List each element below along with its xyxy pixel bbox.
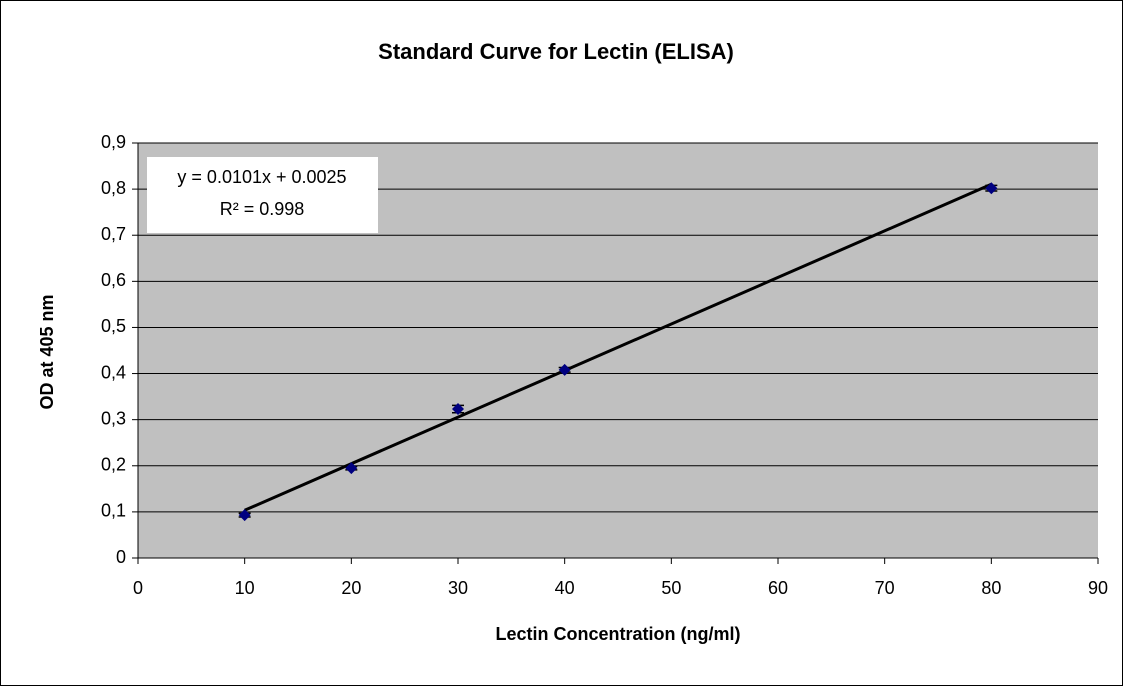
marker bbox=[238, 509, 251, 522]
x-axis-label: Lectin Concentration (ng/ml) bbox=[496, 624, 741, 644]
y-tick-label: 0,8 bbox=[101, 178, 126, 198]
marker bbox=[985, 182, 998, 195]
x-tick-label: 0 bbox=[133, 578, 143, 598]
x-tick-label: 20 bbox=[341, 578, 361, 598]
y-tick-label: 0,2 bbox=[101, 455, 126, 475]
x-tick-label: 50 bbox=[661, 578, 681, 598]
x-tick-label: 30 bbox=[448, 578, 468, 598]
x-tick-label: 60 bbox=[768, 578, 788, 598]
marker bbox=[345, 462, 358, 475]
y-tick-label: 0,7 bbox=[101, 224, 126, 244]
chart-title: Standard Curve for Lectin (ELISA) bbox=[378, 39, 734, 64]
y-tick-label: 0,6 bbox=[101, 270, 126, 290]
y-tick-label: 0,3 bbox=[101, 408, 126, 428]
y-tick-label: 0,5 bbox=[101, 316, 126, 336]
equation-box bbox=[147, 157, 378, 233]
x-tick-label: 90 bbox=[1088, 578, 1108, 598]
y-axis-label: OD at 405 nm bbox=[37, 294, 57, 409]
marker bbox=[558, 363, 571, 376]
y-tick-label: 0 bbox=[116, 547, 126, 567]
x-tick-label: 10 bbox=[235, 578, 255, 598]
trendline-r2: R² = 0.998 bbox=[220, 199, 305, 219]
x-tick-label: 80 bbox=[981, 578, 1001, 598]
x-tick-label: 70 bbox=[875, 578, 895, 598]
trendline bbox=[244, 182, 992, 512]
y-tick-label: 0,4 bbox=[101, 362, 126, 382]
y-tick-label: 0,9 bbox=[101, 132, 126, 152]
marker bbox=[452, 403, 464, 416]
y-tick-label: 0,1 bbox=[101, 501, 126, 521]
trendline-equation: y = 0.0101x + 0.0025 bbox=[177, 167, 346, 187]
x-tick-label: 40 bbox=[555, 578, 575, 598]
